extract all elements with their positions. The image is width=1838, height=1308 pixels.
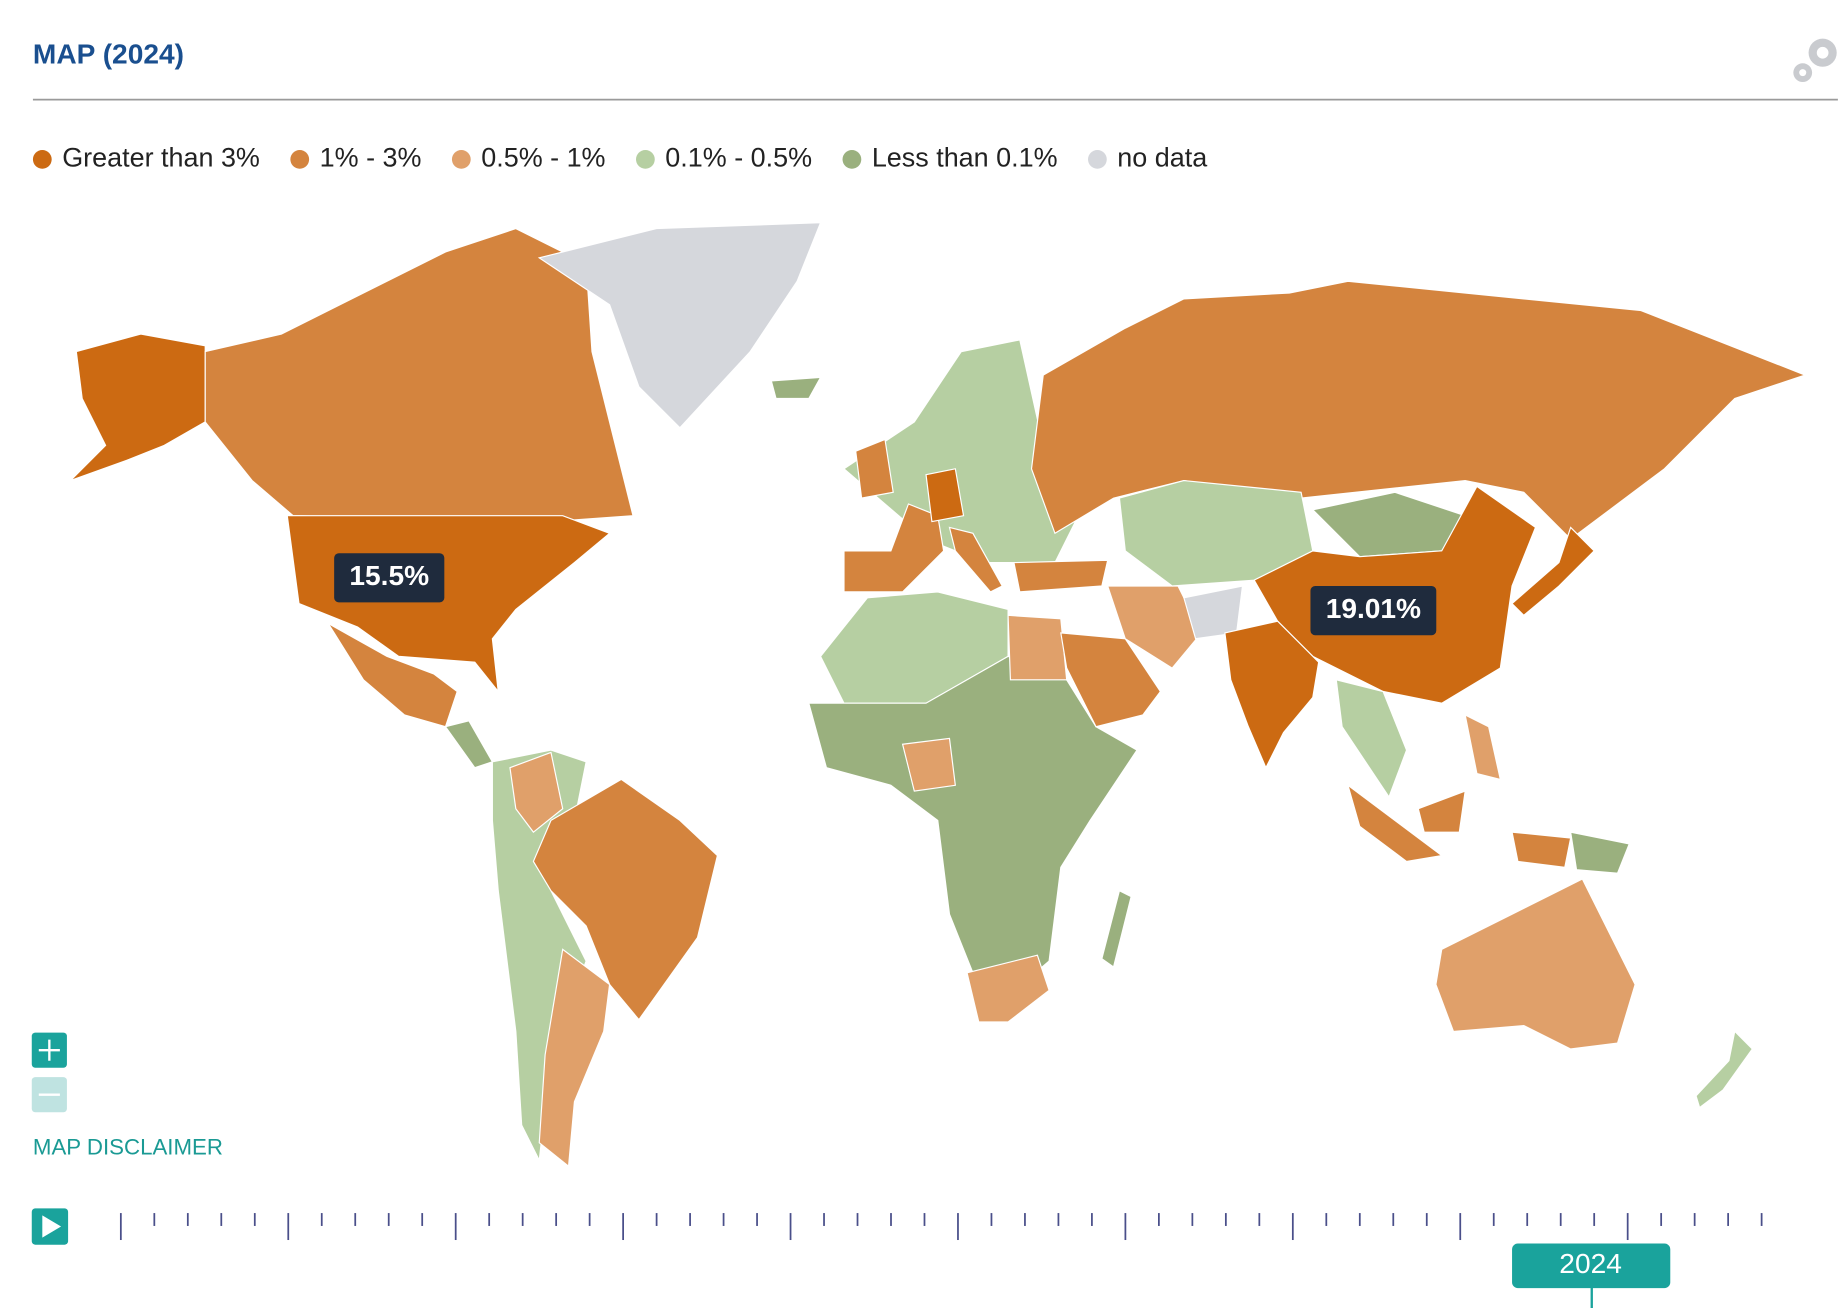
legend-label: Greater than 3% xyxy=(62,143,260,173)
legend-swatch xyxy=(1088,150,1107,169)
callouts: 15.5% 19.01% xyxy=(334,553,1437,636)
zoom-in[interactable] xyxy=(31,1032,67,1068)
play-button[interactable] xyxy=(31,1208,69,1245)
southeast-asia xyxy=(1335,679,1408,799)
japan xyxy=(1511,526,1595,617)
legend-label: no data xyxy=(1117,143,1207,173)
indonesia xyxy=(1346,783,1572,868)
title: MAP (2024) xyxy=(33,39,184,70)
selected-year: 2024 xyxy=(1559,1248,1622,1279)
legend-label: Less than 0.1% xyxy=(872,143,1058,173)
italy xyxy=(948,526,1004,593)
legend-label: 0.1% - 0.5% xyxy=(665,143,812,173)
usa xyxy=(286,515,611,694)
germany xyxy=(925,468,965,523)
legend-item: Less than 0.1% xyxy=(842,143,1058,173)
madagascar xyxy=(1101,889,1132,968)
mexico xyxy=(327,623,458,728)
legend-swatch xyxy=(636,150,655,169)
alaska xyxy=(70,333,206,482)
papua-new-guinea xyxy=(1569,831,1631,874)
callout-label: 19.01% xyxy=(1326,593,1421,624)
callout-box xyxy=(1310,586,1437,636)
egypt xyxy=(1007,614,1068,681)
colombia xyxy=(509,751,564,833)
legend-item: no data xyxy=(1088,143,1207,173)
legend-swatch xyxy=(842,150,862,169)
canada xyxy=(204,227,634,523)
turkey-middle-east xyxy=(1013,559,1109,593)
legend-item: 0.1% - 0.5% xyxy=(636,143,812,173)
map-disclaimer[interactable]: MAP DISCLAIMER xyxy=(33,1134,223,1159)
new-zealand xyxy=(1695,1030,1754,1109)
legend-item: 1% - 3% xyxy=(290,143,421,173)
legend: Greater than 3% 1% - 3% 0.5% - 1% 0.1% - 0.… xyxy=(32,143,1207,173)
legend-item: Greater than 3% xyxy=(32,143,260,173)
mongolia xyxy=(1311,491,1467,558)
callout: 15.5% xyxy=(334,553,445,603)
legend-label: 1% - 3% xyxy=(320,143,422,173)
settings-icon[interactable] xyxy=(1793,38,1837,83)
iran xyxy=(1106,585,1203,669)
france-spain xyxy=(843,503,945,593)
year-selector[interactable]: 2024 xyxy=(1512,1243,1671,1308)
legend-swatch xyxy=(451,150,471,169)
south-africa xyxy=(966,954,1050,1023)
legend-swatch xyxy=(290,150,310,169)
callout-label: 15.5% xyxy=(349,560,429,591)
callout-box xyxy=(334,553,445,603)
australia xyxy=(1435,878,1636,1050)
philippines xyxy=(1464,713,1502,781)
timeline xyxy=(119,1213,1763,1241)
nigeria xyxy=(901,737,956,792)
india xyxy=(1224,620,1320,770)
argentina xyxy=(538,948,611,1168)
greenland xyxy=(537,222,822,429)
callout: 19.01% xyxy=(1310,586,1437,636)
world-map xyxy=(70,222,1807,1168)
central-america xyxy=(444,720,494,769)
legend-swatch xyxy=(32,150,52,169)
zoom-out[interactable] xyxy=(31,1077,67,1113)
legend-label: 0.5% - 1% xyxy=(481,143,605,173)
brazil xyxy=(532,778,719,1021)
legend-item: 0.5% - 1% xyxy=(451,143,606,173)
uk xyxy=(855,438,894,499)
iceland-shape xyxy=(770,376,822,400)
